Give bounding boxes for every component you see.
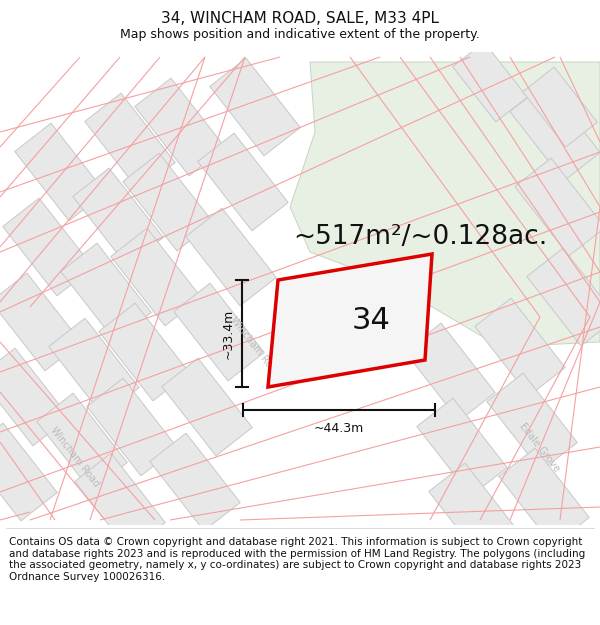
Text: Wincham Road: Wincham Road — [229, 315, 281, 379]
Text: 34, WINCHAM ROAD, SALE, M33 4PL: 34, WINCHAM ROAD, SALE, M33 4PL — [161, 11, 439, 26]
Polygon shape — [0, 423, 57, 521]
Polygon shape — [405, 323, 495, 421]
Polygon shape — [499, 448, 589, 546]
Polygon shape — [75, 453, 165, 551]
Polygon shape — [87, 378, 177, 476]
Polygon shape — [452, 42, 527, 122]
Polygon shape — [85, 93, 175, 191]
Polygon shape — [515, 158, 600, 256]
Polygon shape — [49, 318, 139, 416]
Polygon shape — [510, 83, 600, 181]
Polygon shape — [99, 303, 189, 401]
Polygon shape — [0, 348, 69, 446]
Text: Map shows position and indicative extent of the property.: Map shows position and indicative extent… — [120, 28, 480, 41]
Polygon shape — [186, 208, 276, 306]
Polygon shape — [111, 228, 201, 326]
Polygon shape — [174, 283, 264, 381]
Polygon shape — [523, 67, 598, 147]
Text: Edale Grove: Edale Grove — [518, 421, 562, 473]
Text: Contains OS data © Crown copyright and database right 2021. This information is : Contains OS data © Crown copyright and d… — [9, 537, 585, 582]
Polygon shape — [0, 273, 81, 371]
Polygon shape — [123, 153, 213, 251]
Text: ~517m²/~0.128ac.: ~517m²/~0.128ac. — [293, 224, 547, 250]
Polygon shape — [487, 373, 577, 471]
Polygon shape — [290, 62, 600, 347]
Polygon shape — [198, 133, 288, 231]
Polygon shape — [73, 168, 163, 266]
Polygon shape — [429, 463, 519, 561]
Polygon shape — [527, 248, 600, 346]
Polygon shape — [150, 433, 240, 531]
Polygon shape — [135, 78, 225, 176]
Text: Wincham Road: Wincham Road — [49, 425, 101, 489]
Text: ~44.3m: ~44.3m — [314, 421, 364, 434]
Text: ~33.4m: ~33.4m — [221, 308, 235, 359]
Text: 34: 34 — [352, 306, 390, 335]
Polygon shape — [61, 243, 151, 341]
Polygon shape — [268, 254, 432, 387]
Polygon shape — [210, 58, 300, 156]
Polygon shape — [37, 393, 127, 491]
Polygon shape — [15, 123, 105, 221]
Polygon shape — [162, 358, 252, 456]
Polygon shape — [475, 298, 565, 396]
Polygon shape — [417, 398, 507, 496]
Polygon shape — [3, 198, 93, 296]
